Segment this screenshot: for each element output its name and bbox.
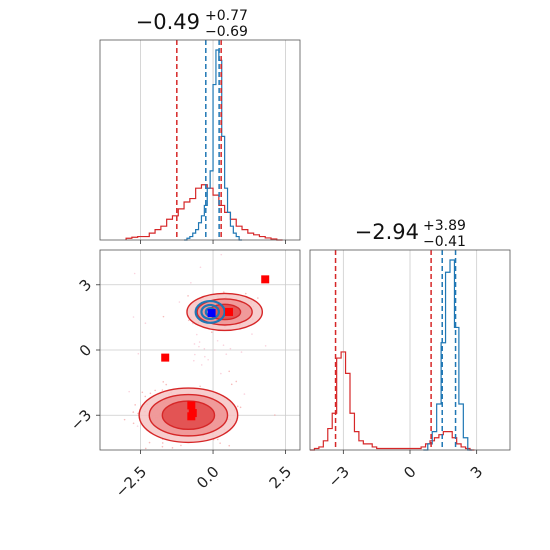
joint-sample-point <box>187 295 189 297</box>
joint-sample-point <box>216 438 219 441</box>
joint-red-marker <box>187 412 196 421</box>
joint-sample-point <box>229 347 232 350</box>
joint-red-marker <box>187 401 196 410</box>
joint-sample-point <box>193 343 196 345</box>
joint-sample-point <box>198 345 200 348</box>
joint-sample-point <box>251 333 253 335</box>
joint-sample-point <box>136 425 139 427</box>
marginal-1-title-plus: +0.77 <box>205 8 248 24</box>
joint-sample-point <box>235 380 238 383</box>
joint-y-tick-label: 3 <box>76 276 95 295</box>
joint-sample-point <box>123 418 126 421</box>
marginal-2-title: −2.94 +3.89 −0.41 <box>355 218 466 250</box>
marginal-1-frame <box>99 39 301 241</box>
joint-sample-point <box>165 383 168 386</box>
joint-sample-point <box>222 291 225 293</box>
joint-sample-point <box>240 351 243 353</box>
joint-x-tick-label: 0.0 <box>193 463 223 493</box>
joint-sample-point <box>230 383 233 386</box>
marginal-1-series-0 <box>125 184 283 241</box>
joint-sample-point <box>132 316 135 318</box>
joint-sample-point <box>196 333 198 336</box>
joint-sample-point <box>220 253 223 256</box>
joint-sample-point <box>161 389 164 391</box>
joint-sample-point <box>200 364 203 366</box>
joint-sample-point <box>193 359 195 362</box>
joint-sample-point <box>203 348 206 350</box>
marginal-2-title-median: −2.94 <box>355 220 419 244</box>
marginal-2-title-plus: +3.89 <box>423 218 466 234</box>
joint-sample-point <box>154 389 156 392</box>
joint-sample-point <box>132 411 135 413</box>
marginal-2-tick-label: 3 <box>467 463 486 482</box>
joint-contour-level <box>194 299 226 324</box>
joint-sample-point <box>128 390 130 393</box>
joint-sample-point <box>132 422 135 425</box>
marginal-2-tick-label: −3 <box>325 463 353 491</box>
marginal-1-panel: −0.49 +0.77 −0.69 <box>99 8 301 244</box>
joint-sample-point <box>134 404 136 406</box>
joint-sample-point <box>274 414 276 416</box>
joint-blue-marker <box>207 309 216 318</box>
marginal-1-title-median: −0.49 <box>136 10 200 34</box>
joint-sample-point <box>204 355 206 358</box>
marginal-2-panel: −3 0 3 −2.94 +3.89 −0.41 <box>309 218 511 491</box>
joint-sample-point <box>199 266 202 269</box>
joint-contour-level <box>200 303 220 321</box>
joint-sample-point <box>199 385 201 388</box>
marginal-2-tick-label: 0 <box>400 463 419 482</box>
joint-y-tick-label: −3 <box>67 406 95 434</box>
joint-y-tick-label: 0 <box>76 341 95 360</box>
joint-sample-point <box>137 352 140 355</box>
joint-sample-point <box>180 444 182 447</box>
marginal-2-series-1 <box>423 259 473 451</box>
joint-sample-point <box>264 345 267 347</box>
joint-sample-point <box>222 344 225 347</box>
joint-sample-point <box>148 441 151 444</box>
joint-red-marker <box>161 353 170 362</box>
joint-panel: −2.5 0.0 2.5 −3 0 3 <box>67 249 301 501</box>
joint-sample-point <box>198 341 201 343</box>
marginal-1-title-minus: −0.69 <box>205 24 248 40</box>
joint-sample-point <box>141 391 144 394</box>
joint-sample-point <box>162 381 165 383</box>
joint-sample-point <box>178 301 181 303</box>
joint-red-marker <box>261 275 270 284</box>
joint-sample-point <box>133 272 136 275</box>
joint-x-tick-label: 2.5 <box>266 463 296 493</box>
marginal-2-title-minus: −0.41 <box>423 234 466 250</box>
marginal-1-series-1 <box>184 49 243 241</box>
joint-sample-point <box>239 406 242 409</box>
joint-sample-point <box>194 353 196 356</box>
joint-sample-point <box>257 297 259 299</box>
joint-sample-point <box>161 442 164 444</box>
joint-sample-point <box>162 315 165 318</box>
joint-sample-point <box>219 442 221 444</box>
joint-sample-point <box>228 370 230 373</box>
joint-sample-point <box>216 339 219 342</box>
joint-sample-point <box>149 392 152 395</box>
joint-sample-point <box>144 395 147 398</box>
marginal-1-title: −0.49 +0.77 −0.69 <box>136 8 248 40</box>
joint-sample-point <box>144 322 147 325</box>
joint-sample-point <box>137 412 139 415</box>
joint-sample-point <box>225 353 228 355</box>
marginal-2-series-0 <box>310 351 475 451</box>
joint-sample-point <box>161 445 164 448</box>
joint-sample-point <box>244 292 247 295</box>
joint-sample-point <box>236 405 239 408</box>
joint-sample-point <box>171 447 174 449</box>
joint-sample-point <box>210 331 213 334</box>
joint-red-marker <box>224 307 233 316</box>
joint-sample-point <box>144 447 147 450</box>
joint-sample-point <box>187 319 190 322</box>
joint-sample-point <box>220 372 222 375</box>
joint-sample-point <box>190 281 192 284</box>
joint-sample-point <box>228 444 231 447</box>
joint-sample-point <box>213 349 216 351</box>
joint-x-tick-label: −2.5 <box>112 463 150 501</box>
joint-sample-point <box>243 393 246 395</box>
joint-sample-point <box>207 358 209 361</box>
